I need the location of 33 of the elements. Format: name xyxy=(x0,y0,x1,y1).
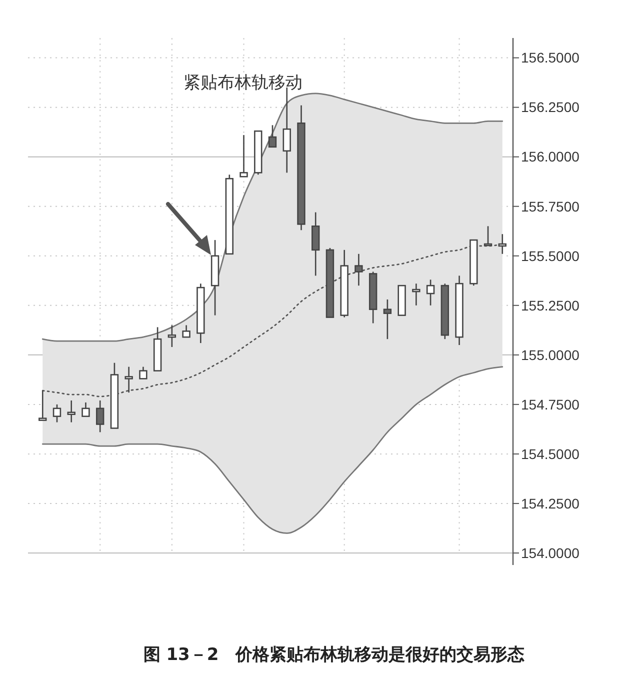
y-tick-label: 154.2500 xyxy=(521,495,580,512)
text: 图 13－2 价格紧贴布林轨移动是很好的交易形态 xyxy=(143,645,525,665)
y-tick-label: 155.2500 xyxy=(521,297,580,314)
candlestick xyxy=(498,233,506,255)
candlestick xyxy=(412,282,420,306)
y-tick-label: 155.0000 xyxy=(521,346,580,363)
candlestick xyxy=(139,366,148,380)
y-tick-label: 154.7500 xyxy=(521,396,580,412)
candlestick xyxy=(82,402,90,417)
line-series xyxy=(42,92,504,342)
candlestick xyxy=(38,390,47,421)
candlestick xyxy=(268,124,277,148)
candlestick xyxy=(354,253,363,286)
candlestick xyxy=(52,404,62,423)
y-tick-label: 154.0000 xyxy=(521,544,580,561)
y-tick-label: 155.5000 xyxy=(521,248,580,264)
candlestick xyxy=(426,279,435,306)
candlestick xyxy=(67,400,76,423)
candlestick xyxy=(383,298,392,340)
annotation: 紧贴布林轨移动 xyxy=(184,73,302,93)
candlestick xyxy=(96,400,104,433)
y-tick-label: 156.5000 xyxy=(521,50,580,66)
candlestick xyxy=(240,134,248,178)
candlestick xyxy=(484,226,492,247)
candlestick xyxy=(124,366,133,394)
line-series xyxy=(42,366,504,534)
y-tick-label: 155.7500 xyxy=(521,198,580,214)
candlestick xyxy=(168,324,176,348)
candlestick xyxy=(312,212,320,276)
y-tick-label: 154.5000 xyxy=(521,446,580,462)
y-tick-label: 156.0000 xyxy=(521,148,580,165)
y-tick-label: 156.2500 xyxy=(521,99,580,116)
candlestick xyxy=(182,324,190,338)
